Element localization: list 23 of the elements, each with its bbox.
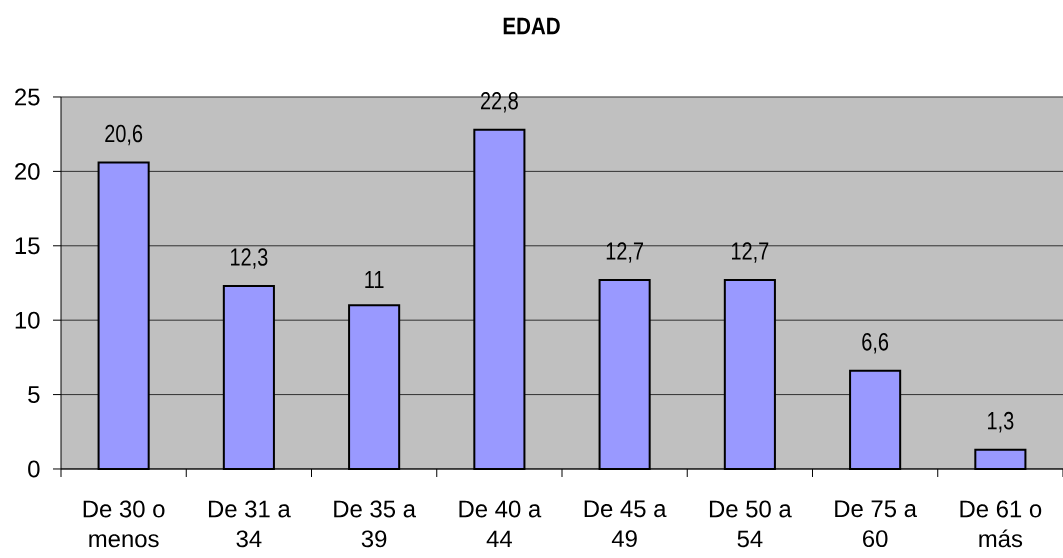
x-tick-label: De 75 a 60: [835, 500, 917, 548]
chart-title: EDAD: [503, 17, 560, 35]
y-tick-label: 15: [15, 237, 40, 255]
x-tick-label: De 35 a 39: [334, 500, 416, 548]
y-tick-label: 25: [15, 88, 40, 106]
y-tick-label: 5: [28, 386, 40, 403]
x-tick-label: De 30 o menos: [83, 500, 165, 548]
x-tick-label: De 45 a 49: [584, 500, 667, 548]
x-tick-label: De 31 a 34: [208, 500, 291, 548]
y-tick-label: 0: [28, 460, 40, 478]
data-label: 11: [365, 270, 384, 289]
x-tick-label: De 50 a 54: [709, 500, 792, 548]
data-label: 22,8: [480, 91, 518, 113]
x-tick-label: De 61 o más: [960, 500, 1042, 548]
data-label: 12,7: [732, 242, 769, 263]
data-label: 6,6: [862, 333, 889, 354]
data-label: 12,7: [606, 242, 644, 263]
data-label: 20,6: [105, 124, 143, 146]
y-tick-label: 20: [15, 162, 40, 180]
y-tick-label: 10: [15, 311, 40, 329]
data-label: 1,3: [988, 411, 1014, 433]
data-label: 12,3: [231, 248, 268, 269]
x-tick-label: De 40 a 44: [459, 500, 542, 548]
